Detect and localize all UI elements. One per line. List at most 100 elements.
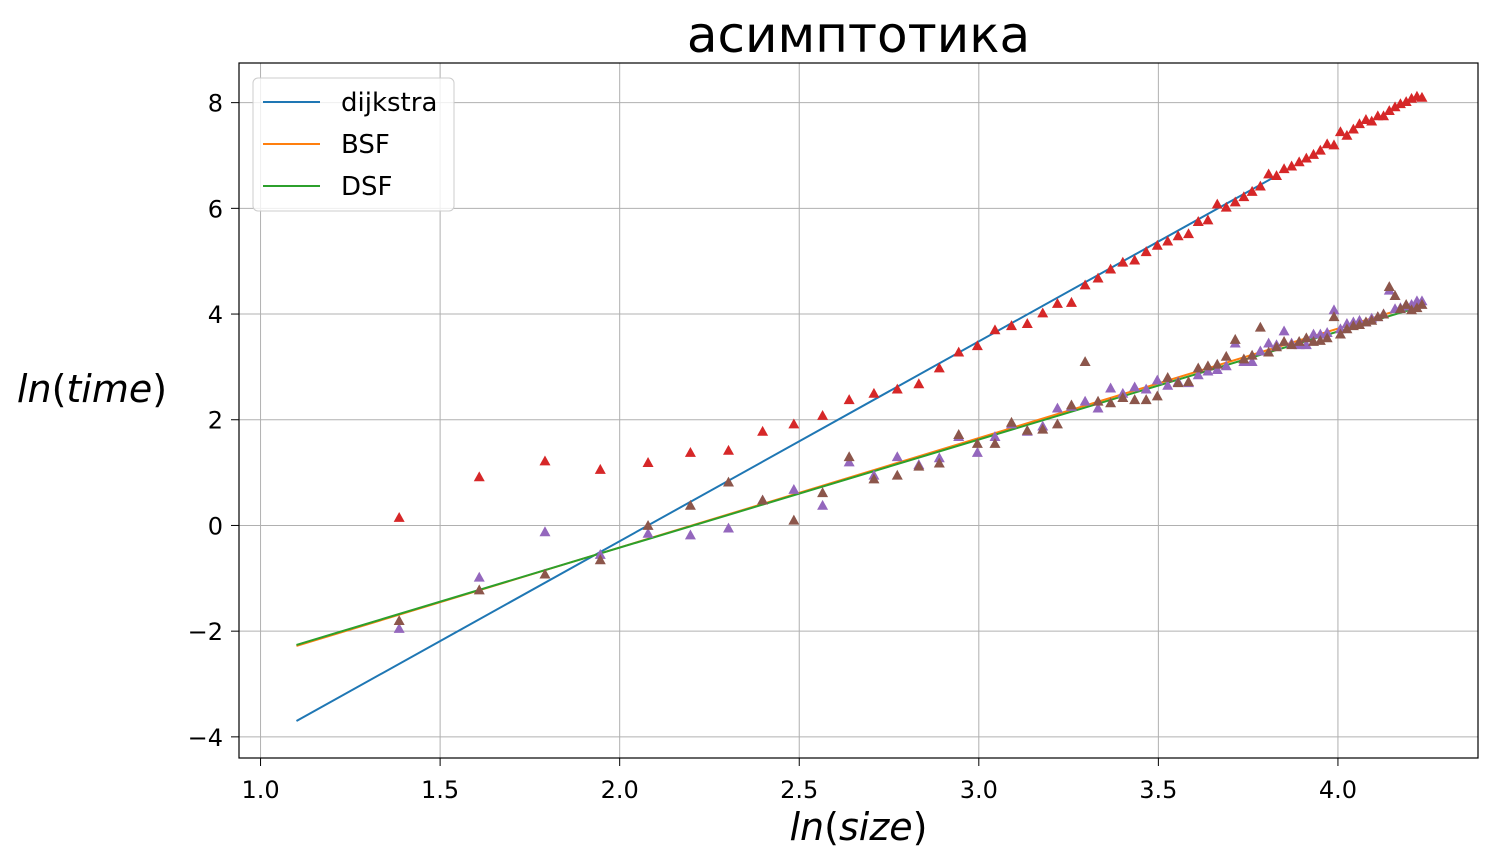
- data-point: [1300, 152, 1312, 163]
- data-point: [1129, 394, 1141, 405]
- data-point: [1079, 279, 1091, 290]
- data-point: [1037, 423, 1049, 434]
- data-point: [1140, 383, 1152, 394]
- data-point: [1389, 290, 1401, 300]
- data-point: [1278, 163, 1290, 174]
- x-tick-label: 1.5: [421, 776, 459, 804]
- data-point: [539, 568, 551, 579]
- data-point: [1328, 304, 1340, 315]
- data-point: [1065, 399, 1077, 410]
- data-point: [1328, 311, 1340, 322]
- data-point: [594, 549, 606, 559]
- data-point: [1271, 341, 1283, 352]
- data-point: [642, 527, 654, 538]
- data-point: [1378, 308, 1390, 319]
- data-point: [1202, 214, 1214, 225]
- legend-label-bsf: BSF: [341, 130, 390, 160]
- data-point: [1037, 307, 1049, 318]
- data-point: [953, 346, 965, 357]
- data-point: [473, 571, 485, 582]
- data-point: [1220, 360, 1232, 371]
- data-point: [393, 512, 405, 522]
- data-point: [1220, 201, 1232, 212]
- data-point: [1254, 321, 1266, 332]
- data-point: [788, 514, 800, 525]
- data-point: [1079, 395, 1091, 406]
- data-point: [1278, 325, 1290, 336]
- legend-label-dijkstra: dijkstra: [341, 88, 437, 118]
- data-point: [1172, 377, 1184, 388]
- data-point: [1400, 96, 1412, 106]
- data-point: [1378, 110, 1390, 121]
- x-tick-label: 2.5: [780, 776, 818, 804]
- data-point: [1278, 336, 1290, 346]
- data-point: [1151, 374, 1163, 385]
- data-point: [1105, 263, 1117, 274]
- data-point: [1129, 381, 1141, 392]
- data-point: [817, 487, 829, 498]
- data-point: [1211, 358, 1223, 369]
- data-point: [1334, 328, 1346, 339]
- data-point: [989, 431, 1001, 442]
- data-point: [1314, 334, 1326, 345]
- data-point: [757, 494, 769, 505]
- data-point: [1411, 302, 1423, 313]
- data-point: [1092, 272, 1104, 283]
- y-tick-label: −2: [188, 618, 223, 646]
- data-point: [722, 476, 734, 487]
- data-point: [1321, 138, 1333, 149]
- data-point: [891, 469, 903, 480]
- fit-line-dsf: [296, 305, 1421, 646]
- data-point: [594, 463, 606, 474]
- data-point: [1117, 392, 1129, 402]
- data-point: [1105, 382, 1117, 393]
- data-point: [1051, 402, 1063, 413]
- data-point: [684, 529, 696, 540]
- data-point: [1416, 91, 1428, 102]
- data-point: [817, 410, 829, 420]
- y-tick-label: 2: [208, 407, 223, 435]
- y-tick-label: 8: [208, 90, 223, 118]
- data-point: [817, 499, 829, 510]
- data-point: [1300, 339, 1312, 350]
- data-point: [891, 383, 903, 394]
- y-axis-label: ln(time): [17, 367, 167, 411]
- data-point: [1079, 356, 1091, 367]
- data-point: [971, 340, 983, 351]
- plot-frame: [238, 62, 1479, 759]
- y-tick-label: −4: [188, 724, 223, 752]
- legend: dijkstra BSF DSF: [252, 77, 455, 212]
- data-point: [1192, 362, 1204, 373]
- x-tick-label: 3.0: [960, 776, 998, 804]
- data-point: [1293, 156, 1305, 167]
- data-point: [393, 623, 405, 633]
- y-tick-label: 6: [208, 195, 223, 223]
- data-point: [1162, 371, 1174, 382]
- data-point: [1341, 129, 1353, 140]
- data-point: [1334, 126, 1346, 137]
- data-point: [393, 615, 405, 625]
- data-point: [722, 522, 734, 533]
- x-tick-label: 4.0: [1319, 776, 1357, 804]
- data-point: [1293, 336, 1305, 346]
- data-point: [684, 447, 696, 457]
- x-tick-label: 3.5: [1139, 776, 1177, 804]
- data-point: [913, 378, 925, 389]
- data-point: [1321, 332, 1333, 343]
- data-point: [1353, 319, 1365, 330]
- data-point: [1389, 101, 1401, 112]
- data-point: [1211, 198, 1223, 209]
- data-point: [1271, 170, 1283, 180]
- data-point: [1394, 303, 1406, 314]
- data-point: [1416, 299, 1428, 309]
- data-point: [1229, 196, 1241, 207]
- data-point: [1129, 254, 1141, 265]
- data-point: [1246, 349, 1258, 360]
- data-point: [1238, 353, 1250, 364]
- fit-line-dijkstra: [295, 174, 1278, 722]
- legend-box: [252, 77, 455, 212]
- data-point: [1321, 327, 1333, 337]
- data-point: [1263, 337, 1275, 348]
